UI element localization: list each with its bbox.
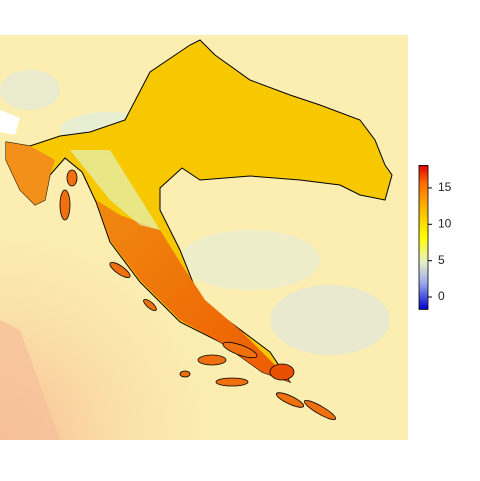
tick-label: 10 — [438, 216, 452, 230]
country-shape — [5, 39, 393, 383]
tick-label: 0 — [438, 289, 445, 303]
colorbar — [418, 164, 429, 310]
tick-label: 5 — [438, 253, 445, 267]
colorbar-ticks: 0 5 10 15 — [428, 180, 452, 303]
tick-label: 15 — [438, 180, 452, 194]
islands — [59, 169, 337, 421]
